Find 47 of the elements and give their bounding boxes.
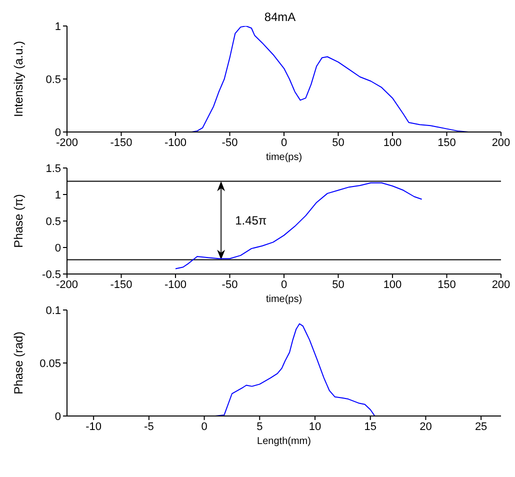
x-axis-title: time(ps) xyxy=(266,294,302,305)
chart-title: 84mA xyxy=(263,10,297,24)
y-tick-label: 1.5 xyxy=(46,162,61,175)
x-tick-label: -5 xyxy=(144,420,154,433)
x-tick-label: -200 xyxy=(56,136,78,149)
x-tick-label: -100 xyxy=(164,278,187,291)
y-tick-label: 0.05 xyxy=(40,358,61,370)
y-axis-title: Intensity (a.u.) xyxy=(11,40,26,118)
x-tick-label: -10 xyxy=(86,420,102,433)
x-tick-label: 200 xyxy=(492,278,510,291)
y-tick-label: 0 xyxy=(54,410,61,423)
x-tick-label: -50 xyxy=(222,278,238,291)
line-series xyxy=(175,182,422,270)
x-tick-label: -150 xyxy=(110,136,132,149)
y-tick-label: 0 xyxy=(54,242,61,254)
x-tick-label: 150 xyxy=(438,136,456,149)
x-tick-label: -150 xyxy=(110,278,132,291)
y-tick-label: 0.5 xyxy=(46,74,61,86)
y-tick-label: 0.5 xyxy=(46,216,61,228)
x-tick-label: 0 xyxy=(280,136,288,149)
x-tick-label: 20 xyxy=(420,420,432,433)
y-tick-label: 0 xyxy=(54,126,61,139)
annotation: 1.45π xyxy=(235,213,267,228)
x-tick-label: -200 xyxy=(56,278,78,291)
x-tick-label: 100 xyxy=(383,278,402,291)
x-tick-label: 50 xyxy=(332,136,344,149)
x-tick-label: 25 xyxy=(474,420,488,433)
x-tick-label: -100 xyxy=(164,136,187,149)
x-tick-label: 15 xyxy=(364,420,376,433)
x-tick-label: 0 xyxy=(280,278,288,291)
y-axis-title: Phase (rad) xyxy=(11,332,26,394)
x-tick-label: -50 xyxy=(222,136,238,149)
y-tick-label: 1 xyxy=(54,20,61,33)
x-tick-label: 5 xyxy=(256,420,263,433)
x-tick-label: 0 xyxy=(201,420,208,433)
line-series xyxy=(214,323,376,416)
x-tick-label: 150 xyxy=(438,278,456,291)
x-tick-label: 200 xyxy=(492,136,510,149)
x-tick-label: 100 xyxy=(383,136,402,149)
x-tick-label: 10 xyxy=(308,420,322,433)
x-tick-label: 50 xyxy=(332,278,344,291)
x-axis-title: time(ps) xyxy=(266,152,302,163)
x-axis-title: Length(mm) xyxy=(257,436,311,447)
y-axis-title: Phase (π) xyxy=(11,194,26,248)
y-tick-label: 1 xyxy=(54,189,61,202)
y-tick-label: -0.5 xyxy=(42,268,61,281)
y-tick-label: 0.1 xyxy=(46,304,61,317)
